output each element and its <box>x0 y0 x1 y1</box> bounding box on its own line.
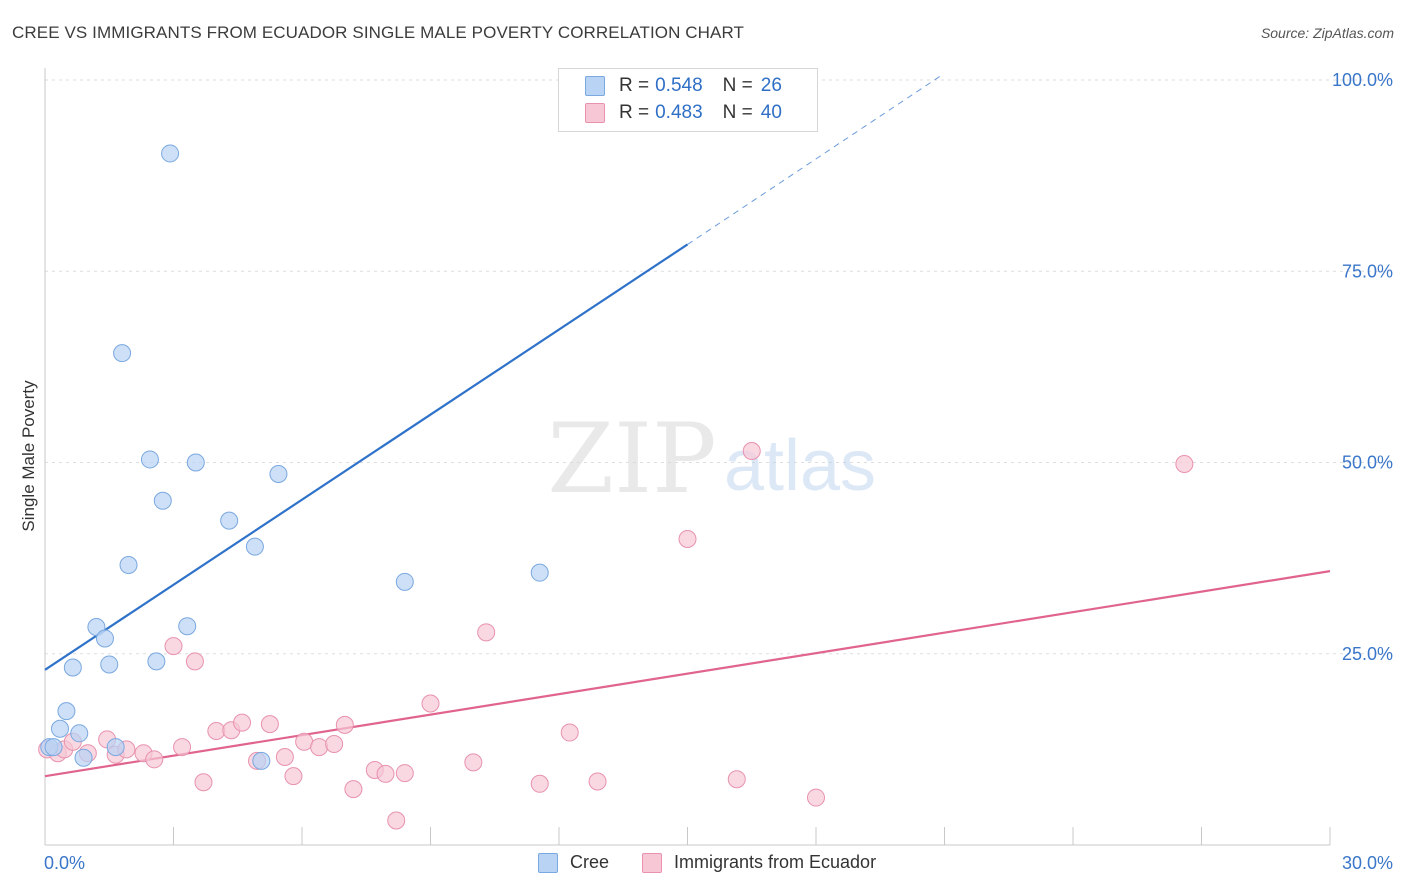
chart-title: CREE VS IMMIGRANTS FROM ECUADOR SINGLE M… <box>12 23 745 42</box>
cree-point <box>153 491 172 510</box>
cree-point <box>530 563 549 582</box>
legend-row-ecuador: R = 0.483 N = 40 <box>585 100 782 126</box>
legend-row-cree: R = 0.548 N = 26 <box>585 73 782 99</box>
trend-line-cree <box>44 243 689 671</box>
ecuador-point <box>260 715 279 734</box>
y-tick-label: 75.0% <box>1342 261 1393 281</box>
bottom-legend-label-ecuador: Immigrants from Ecuador <box>674 852 877 872</box>
ecuador-point <box>387 811 406 830</box>
ecuador-point <box>344 780 363 799</box>
watermark-zip: ZIP <box>547 403 716 515</box>
ecuador-point <box>560 723 579 742</box>
cree-point <box>106 738 125 757</box>
legend-n-value-cree: 26 <box>760 75 782 96</box>
bottom-legend-cree[interactable]: Cree <box>538 852 609 873</box>
cree-point <box>395 572 414 591</box>
ecuador-point <box>275 748 294 767</box>
cree-point <box>113 344 132 363</box>
cree-point <box>70 724 89 743</box>
cree-point <box>57 702 76 721</box>
cree-point <box>245 537 264 556</box>
legend-r-value-ecuador: 0.483 <box>655 102 703 123</box>
legend-r-value-cree: 0.548 <box>655 75 703 96</box>
data-points <box>38 71 1194 830</box>
ecuador-point <box>464 753 483 772</box>
bottom-legend-ecuador[interactable]: Immigrants from Ecuador <box>642 852 876 873</box>
ecuador-point <box>284 767 303 786</box>
cree-point <box>63 658 82 677</box>
ecuador-point <box>325 735 344 754</box>
cree-point <box>178 617 197 636</box>
legend-swatch-ecuador <box>585 103 605 123</box>
gridlines <box>45 79 1392 655</box>
ecuador-point <box>173 738 192 757</box>
y-tick-label: 100.0% <box>1332 70 1393 90</box>
ecuador-point <box>310 738 329 757</box>
cree-point <box>50 719 69 738</box>
cree-point <box>147 652 166 671</box>
ecuador-point <box>233 713 252 732</box>
legend-n-label: N = <box>722 75 753 96</box>
legend-box: R = 0.548 N = 26 R = 0.483 N = 40 <box>558 68 818 132</box>
ecuador-point <box>207 722 226 741</box>
cree-point <box>186 453 205 472</box>
ecuador-point <box>185 652 204 671</box>
ecuador-point <box>530 774 549 793</box>
ecuador-point <box>421 694 440 713</box>
ecuador-point <box>395 764 414 783</box>
legend-swatch-ecuador <box>642 852 662 873</box>
legend-n-value-ecuador: 40 <box>760 102 782 123</box>
cree-point <box>95 629 114 648</box>
legend-swatch-cree <box>538 852 558 873</box>
y-tick-label: 50.0% <box>1342 453 1393 473</box>
ecuador-point <box>742 442 761 461</box>
y-axis-title: Single Male Poverty <box>19 380 38 532</box>
source-label: Source: ZipAtlas.com <box>1260 25 1394 41</box>
watermark: ZIP atlas <box>547 403 876 515</box>
cree-point <box>140 450 159 469</box>
cree-point <box>269 464 288 483</box>
trend-line-cree-extension <box>687 75 941 245</box>
cree-point <box>161 144 180 163</box>
legend-r-label: R = <box>619 102 650 123</box>
ecuador-point <box>194 773 213 792</box>
legend-r-label: R = <box>619 75 650 96</box>
legend-swatch-cree <box>585 76 605 96</box>
trend-lines <box>44 75 1331 778</box>
ecuador-point <box>295 732 314 751</box>
cree-point <box>74 748 93 767</box>
x-tick-label-max: 30.0% <box>1342 853 1393 873</box>
ecuador-point <box>477 623 496 642</box>
trend-line-ecuador <box>44 570 1331 778</box>
axes <box>44 68 1331 846</box>
x-tick-label-min: 0.0% <box>44 853 85 873</box>
cree-point <box>44 738 63 757</box>
bottom-legend: Cree Immigrants from Ecuador <box>0 852 1406 878</box>
cree-point <box>119 556 138 575</box>
ecuador-point <box>588 772 607 791</box>
watermark-atlas: atlas <box>724 426 876 506</box>
ecuador-point <box>145 750 164 769</box>
cree-point <box>220 511 239 530</box>
ecuador-point <box>1175 455 1194 474</box>
y-tick-label: 25.0% <box>1342 644 1393 664</box>
ecuador-point <box>376 764 395 783</box>
legend-n-label: N = <box>722 102 753 123</box>
ecuador-point <box>164 637 183 656</box>
cree-point <box>100 655 119 674</box>
ecuador-point <box>807 788 825 807</box>
axis-labels: 25.0% 50.0% 75.0% 100.0% 0.0% 30.0% Single Mal… <box>19 70 1393 873</box>
bottom-legend-label-cree: Cree <box>570 852 610 872</box>
ecuador-point <box>727 770 746 789</box>
cree-point <box>252 751 271 770</box>
ecuador-point <box>335 715 354 734</box>
ecuador-point <box>678 530 697 548</box>
